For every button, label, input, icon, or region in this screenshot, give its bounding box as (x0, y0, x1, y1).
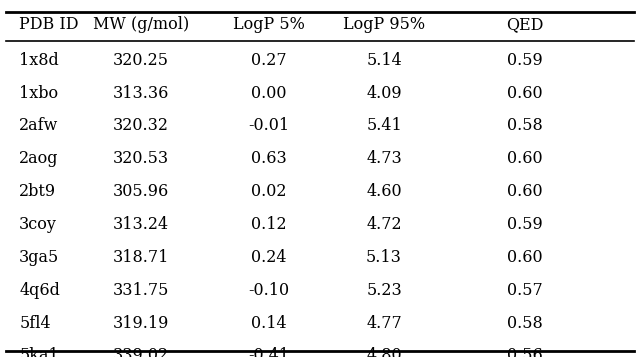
Text: 320.32: 320.32 (113, 117, 169, 135)
Text: 339.02: 339.02 (113, 347, 169, 357)
Text: 5fl4: 5fl4 (19, 315, 51, 332)
Text: QED: QED (506, 16, 543, 33)
Text: 5.13: 5.13 (366, 249, 402, 266)
Text: 4.72: 4.72 (366, 216, 402, 233)
Text: -0.41: -0.41 (248, 347, 289, 357)
Text: 5.41: 5.41 (366, 117, 402, 135)
Text: -0.01: -0.01 (248, 117, 289, 135)
Text: 320.25: 320.25 (113, 52, 169, 69)
Text: 0.14: 0.14 (251, 315, 287, 332)
Text: 0.60: 0.60 (507, 85, 543, 102)
Text: 3ga5: 3ga5 (19, 249, 60, 266)
Text: 0.58: 0.58 (507, 117, 543, 135)
Text: MW (g/mol): MW (g/mol) (93, 16, 189, 33)
Text: LogP 5%: LogP 5% (233, 16, 305, 33)
Text: 5.23: 5.23 (366, 282, 402, 299)
Text: 4q6d: 4q6d (19, 282, 60, 299)
Text: 319.19: 319.19 (113, 315, 169, 332)
Text: 0.12: 0.12 (251, 216, 287, 233)
Text: 0.56: 0.56 (507, 347, 543, 357)
Text: 3coy: 3coy (19, 216, 57, 233)
Text: 0.57: 0.57 (507, 282, 543, 299)
Text: 0.59: 0.59 (507, 216, 543, 233)
Text: 0.59: 0.59 (507, 52, 543, 69)
Text: 0.27: 0.27 (251, 52, 287, 69)
Text: 1xbo: 1xbo (19, 85, 58, 102)
Text: 0.60: 0.60 (507, 150, 543, 167)
Text: 320.53: 320.53 (113, 150, 169, 167)
Text: 331.75: 331.75 (113, 282, 169, 299)
Text: -0.10: -0.10 (248, 282, 289, 299)
Text: 2afw: 2afw (19, 117, 59, 135)
Text: 0.60: 0.60 (507, 249, 543, 266)
Text: 0.58: 0.58 (507, 315, 543, 332)
Text: 2bt9: 2bt9 (19, 183, 56, 200)
Text: 0.60: 0.60 (507, 183, 543, 200)
Text: 4.80: 4.80 (366, 347, 402, 357)
Text: 0.00: 0.00 (251, 85, 287, 102)
Text: 4.73: 4.73 (366, 150, 402, 167)
Text: 2aog: 2aog (19, 150, 59, 167)
Text: 0.63: 0.63 (251, 150, 287, 167)
Text: 5ka1: 5ka1 (19, 347, 59, 357)
Text: 313.24: 313.24 (113, 216, 169, 233)
Text: 4.60: 4.60 (366, 183, 402, 200)
Text: PDB ID: PDB ID (19, 16, 79, 33)
Text: LogP 95%: LogP 95% (343, 16, 425, 33)
Text: 5.14: 5.14 (366, 52, 402, 69)
Text: 318.71: 318.71 (113, 249, 169, 266)
Text: 0.24: 0.24 (251, 249, 287, 266)
Text: 305.96: 305.96 (113, 183, 169, 200)
Text: 4.09: 4.09 (366, 85, 402, 102)
Text: 1x8d: 1x8d (19, 52, 59, 69)
Text: 4.77: 4.77 (366, 315, 402, 332)
Text: 313.36: 313.36 (113, 85, 169, 102)
Text: 0.02: 0.02 (251, 183, 287, 200)
